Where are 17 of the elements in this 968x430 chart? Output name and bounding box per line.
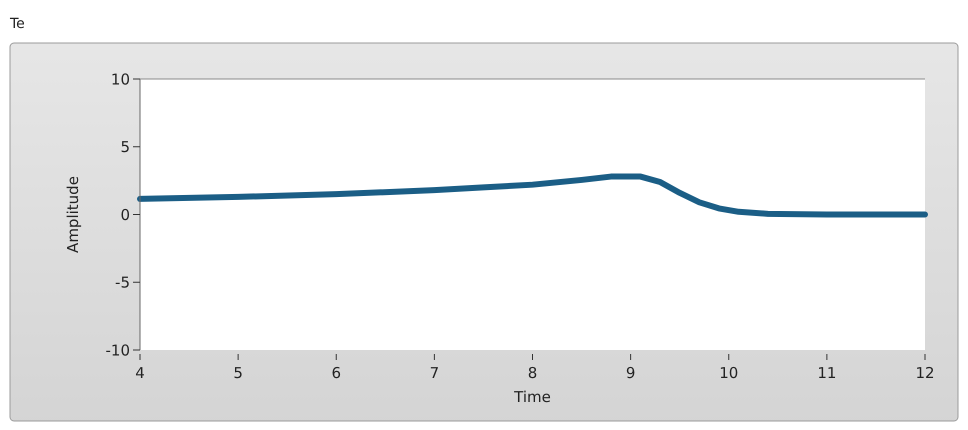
- y-tick-label: -5: [115, 274, 130, 292]
- y-tick-label: 5: [120, 138, 130, 156]
- y-tick-label: -10: [106, 341, 130, 360]
- text: Te: [9, 16, 25, 32]
- y-axis-title: Amplitude: [64, 176, 82, 253]
- x-tick-label: 12: [915, 364, 935, 382]
- x-tick-label: 6: [331, 364, 342, 382]
- x-tick-label: 8: [528, 364, 538, 382]
- x-tick-label: 10: [719, 364, 738, 382]
- x-tick-label: 5: [233, 364, 243, 382]
- x-tick-label: 9: [626, 364, 636, 382]
- x-axis-title: Time: [513, 388, 551, 406]
- x-tick-label: 7: [430, 364, 440, 382]
- y-tick-label: 0: [120, 206, 130, 224]
- x-tick-label: 4: [135, 364, 145, 382]
- y-tick-label: 10: [110, 70, 130, 88]
- x-tick-label: 11: [817, 364, 836, 382]
